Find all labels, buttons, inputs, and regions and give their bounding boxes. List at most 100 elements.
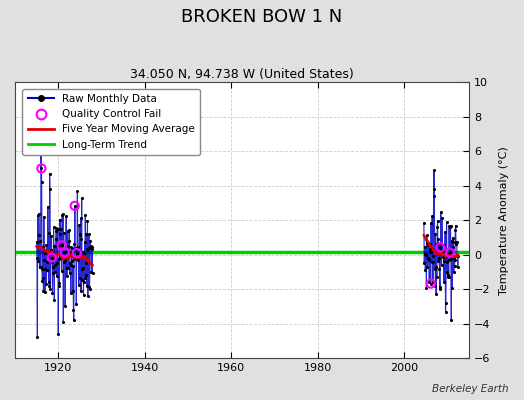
Point [81, 272, 90, 278]
Point [47, 246, 55, 253]
Point [451, 257, 459, 264]
Point [45, 283, 53, 290]
Point [61, 257, 70, 264]
Point [74, 244, 82, 250]
Point [428, 252, 436, 259]
Point [79, 249, 87, 255]
Point [55, 280, 63, 286]
Point [80, 250, 88, 256]
Point [65, 249, 73, 255]
Point [427, 248, 435, 255]
Point [427, 280, 435, 287]
Point [37, 144, 45, 151]
Point [42, 281, 50, 288]
Point [60, 249, 68, 256]
Point [40, 250, 49, 256]
Point [453, 239, 461, 245]
Point [80, 239, 89, 246]
Point [69, 307, 78, 313]
Point [82, 230, 91, 237]
Point [445, 249, 454, 256]
Point [427, 280, 435, 287]
Point [433, 274, 441, 281]
Point [67, 262, 75, 268]
Point [68, 245, 76, 251]
Point [49, 270, 57, 276]
Point [432, 241, 440, 248]
Point [88, 244, 96, 250]
Point [425, 256, 433, 262]
Point [68, 251, 76, 258]
Point [85, 284, 93, 290]
Point [37, 165, 46, 172]
Point [435, 266, 444, 272]
Point [48, 290, 57, 296]
Point [43, 204, 52, 210]
Point [81, 275, 89, 282]
Point [62, 213, 70, 220]
Point [37, 165, 46, 172]
Point [50, 243, 59, 250]
Point [87, 242, 95, 249]
Point [57, 242, 66, 248]
Point [446, 223, 455, 229]
Point [54, 256, 63, 263]
Point [436, 209, 445, 215]
Point [89, 270, 97, 276]
Point [73, 250, 81, 256]
Point [39, 275, 47, 281]
Point [454, 264, 462, 271]
Point [67, 244, 75, 250]
Point [79, 264, 88, 271]
Point [61, 249, 69, 256]
Title: 34.050 N, 94.738 W (United States): 34.050 N, 94.738 W (United States) [130, 68, 354, 81]
Point [79, 292, 88, 298]
Point [431, 231, 439, 238]
Point [422, 252, 430, 258]
Point [423, 255, 432, 261]
Point [71, 203, 79, 209]
Point [46, 170, 54, 177]
Point [49, 263, 58, 270]
Point [70, 256, 78, 262]
Point [445, 223, 453, 230]
Point [41, 248, 50, 255]
Point [53, 243, 62, 249]
Point [423, 240, 431, 246]
Point [436, 286, 444, 292]
Point [436, 244, 444, 250]
Point [58, 242, 66, 248]
Point [50, 242, 58, 249]
Point [84, 247, 92, 253]
Point [451, 222, 460, 229]
Point [41, 266, 49, 272]
Point [52, 225, 60, 231]
Point [452, 239, 460, 245]
Point [432, 291, 440, 297]
Point [435, 241, 443, 247]
Point [433, 218, 442, 224]
Point [438, 247, 446, 253]
Point [447, 238, 456, 244]
Point [74, 282, 83, 288]
Point [434, 255, 443, 261]
Point [447, 317, 455, 323]
Point [420, 219, 428, 226]
Point [430, 186, 439, 192]
Point [431, 283, 440, 289]
Point [437, 246, 445, 253]
Point [443, 259, 451, 265]
Point [425, 241, 434, 247]
Point [66, 226, 74, 233]
Point [71, 203, 79, 209]
Point [36, 264, 45, 270]
Point [81, 211, 90, 218]
Point [64, 238, 73, 244]
Point [66, 260, 74, 266]
Point [68, 258, 77, 264]
Point [452, 241, 461, 248]
Point [85, 231, 93, 238]
Point [62, 242, 70, 249]
Point [60, 230, 68, 236]
Point [51, 269, 60, 275]
